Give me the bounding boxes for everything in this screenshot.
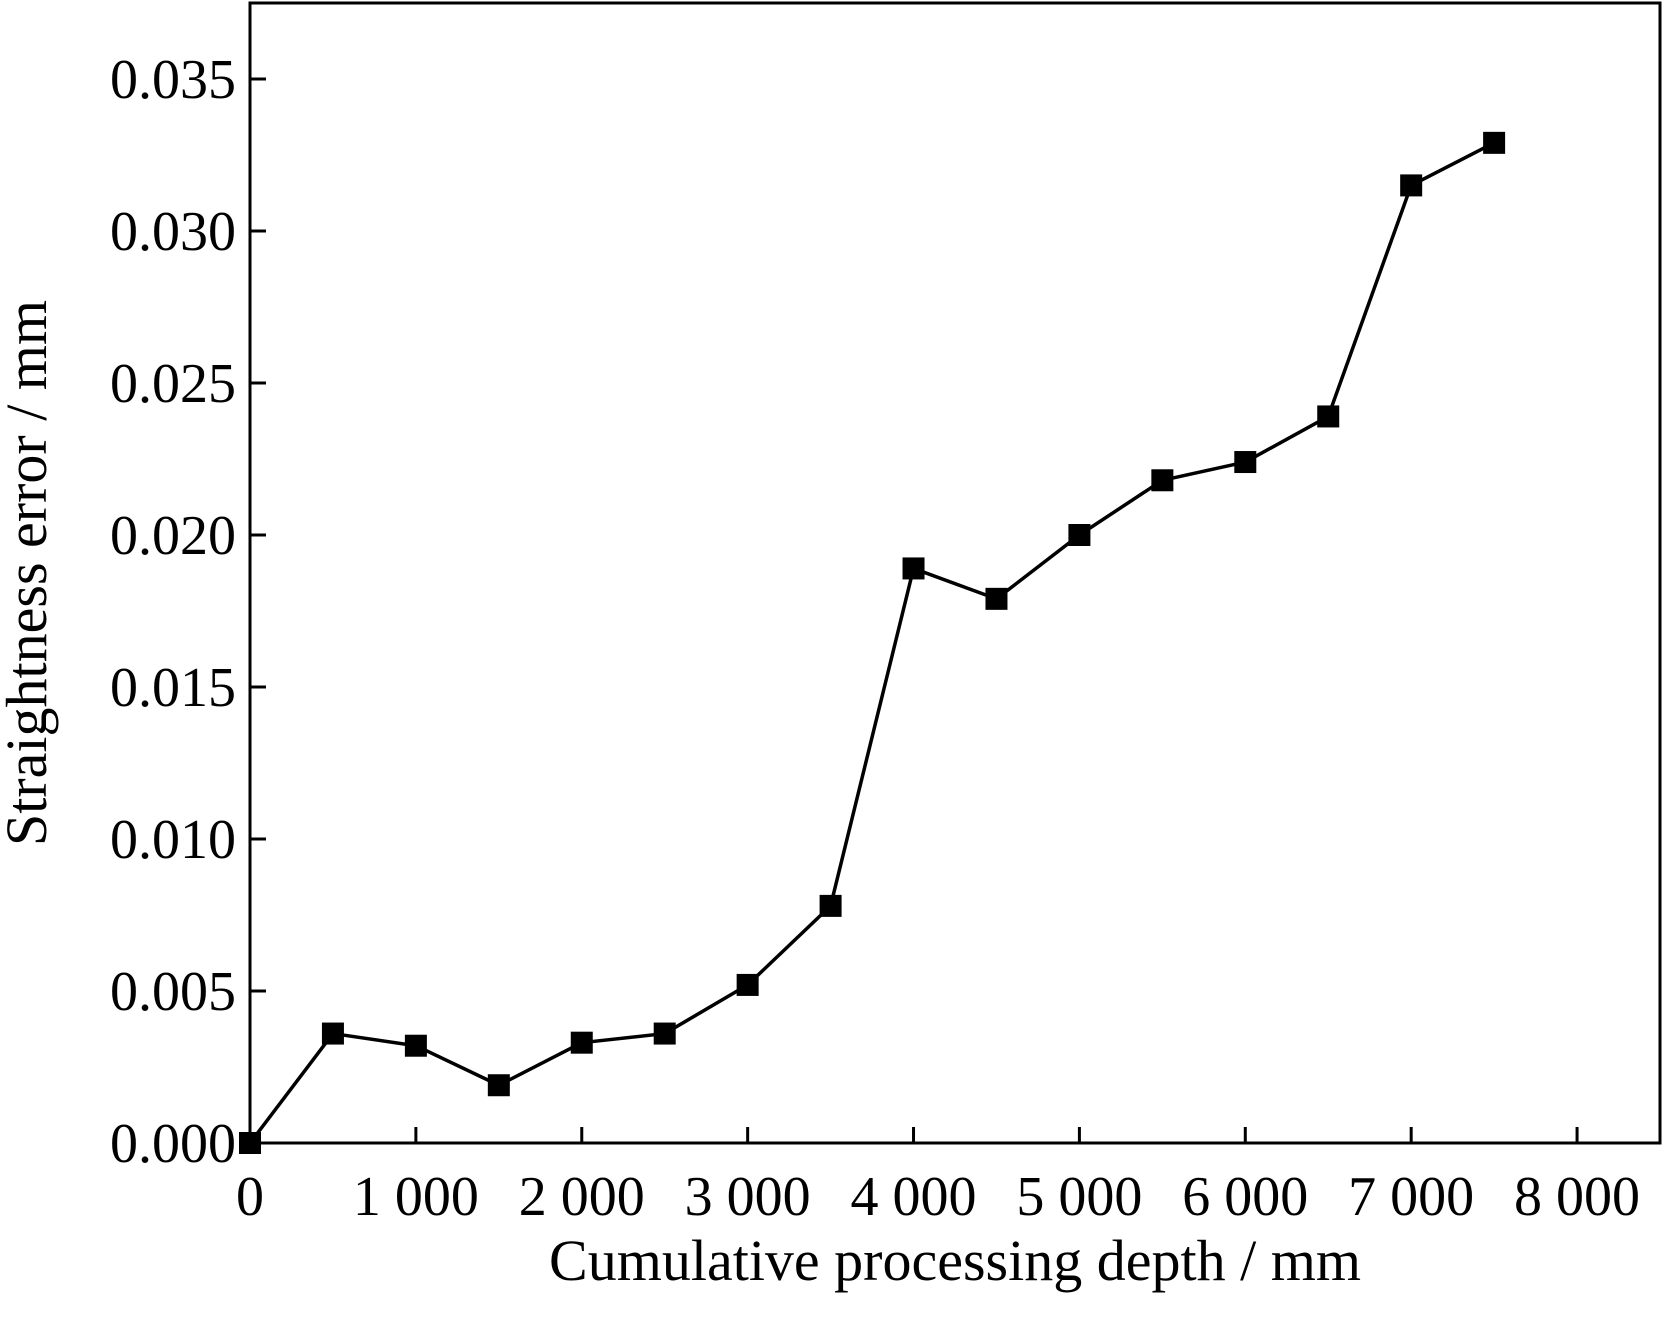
x-tick-label: 4 000: [851, 1166, 977, 1228]
data-point: [1234, 451, 1257, 474]
data-point: [487, 1074, 510, 1097]
x-tick-label: 8 000: [1514, 1166, 1640, 1228]
data-point: [1400, 174, 1423, 197]
y-tick-label: 0.025: [110, 353, 236, 415]
y-axis-title: Straightness error / mm: [0, 300, 59, 846]
data-point: [902, 557, 925, 580]
data-point: [239, 1132, 261, 1154]
x-tick-label: 5 000: [1016, 1166, 1142, 1228]
x-tick-label: 2 000: [519, 1166, 645, 1228]
data-point: [1483, 131, 1506, 154]
x-axis-ticks: 0 1 000 2 000 3 000 4 000 5 000 6 000 7 000 8 00…: [236, 1127, 1640, 1228]
x-tick-label: 0: [236, 1166, 264, 1228]
data-point: [321, 1022, 344, 1045]
x-axis-title: Cumulative processing depth / mm: [549, 1228, 1361, 1293]
data-point: [1068, 524, 1091, 546]
data-point: [653, 1022, 676, 1045]
data-point: [570, 1031, 593, 1054]
x-tick-label: 3 000: [685, 1166, 811, 1228]
series-group: [239, 131, 1506, 1154]
x-tick-label: 7 000: [1348, 1166, 1474, 1228]
y-tick-label: 0.010: [110, 809, 236, 871]
plot-border: [248, 1, 1662, 1145]
plot-frame: [248, 1, 1662, 1145]
data-point: [985, 587, 1008, 610]
y-tick-label: 0.005: [110, 961, 236, 1023]
y-tick-label: 0.030: [110, 201, 236, 263]
y-tick-label: 0.015: [110, 657, 236, 719]
data-point: [404, 1034, 427, 1057]
y-tick-label: 0.035: [110, 49, 236, 111]
series-line: [248, 141, 1495, 1145]
y-tick-label: 0.000: [110, 1113, 236, 1175]
x-tick-label: 6 000: [1182, 1166, 1308, 1228]
data-point: [736, 973, 759, 996]
y-tick-label: 0.020: [110, 505, 236, 567]
data-point: [1151, 469, 1174, 492]
data-point: [819, 894, 842, 917]
data-point: [1317, 405, 1340, 428]
x-tick-label: 1 000: [353, 1166, 479, 1228]
y-axis-ticks: 0.000 0.005 0.010 0.015 0.020 0.025 0.030 0.035: [110, 49, 266, 1175]
